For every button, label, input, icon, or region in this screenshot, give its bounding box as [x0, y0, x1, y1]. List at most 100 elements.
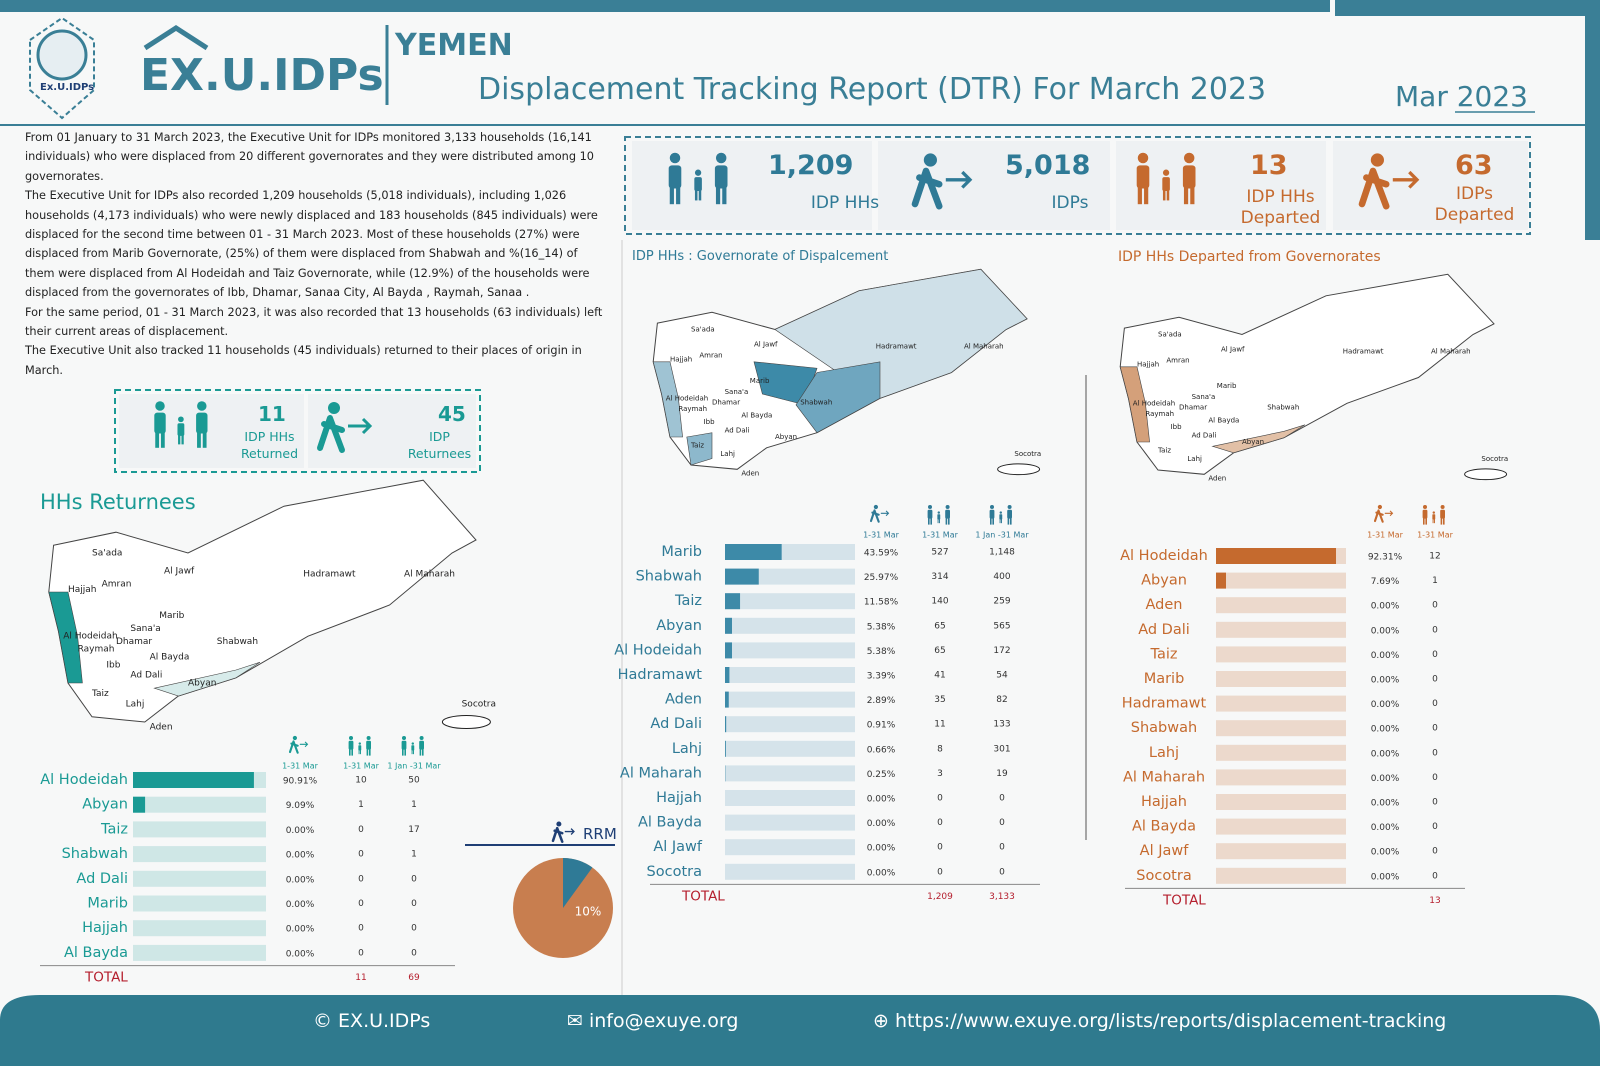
- icon: [928, 518, 930, 525]
- icon: [411, 742, 414, 745]
- returns-box: [114, 389, 481, 473]
- icon: [351, 749, 353, 756]
- section-title: HHs Returnees: [40, 490, 196, 514]
- footer-url[interactable]: ⊕ https://www.exuye.org/lists/reports/di…: [873, 1010, 1447, 1032]
- icon: [714, 165, 728, 189]
- row-label: Al Maharah: [620, 765, 702, 781]
- share-label: 0.00%: [867, 844, 896, 854]
- row-label: Abyan: [1141, 573, 1187, 589]
- bar: [133, 772, 254, 788]
- share-label: 0.00%: [1371, 602, 1400, 612]
- hh-value: 0: [358, 874, 364, 884]
- pie-slice: [563, 858, 593, 908]
- map-island: [441, 715, 491, 729]
- hh-value: 10: [355, 776, 367, 786]
- icon: [990, 518, 992, 525]
- icon: [1422, 509, 1428, 519]
- icon: [939, 519, 940, 524]
- map-label: Abyan: [188, 679, 216, 689]
- total-value: 1: [411, 800, 417, 810]
- icon: [945, 509, 950, 519]
- icon: [669, 187, 674, 205]
- row-label: Al Bayda: [1132, 819, 1196, 835]
- icon: [402, 749, 404, 756]
- bar-track: [1216, 867, 1346, 884]
- total-value: 0: [411, 924, 417, 934]
- bar: [725, 642, 732, 659]
- icon: [676, 187, 681, 205]
- share-label: 0.00%: [1371, 749, 1400, 759]
- map-region: [153, 661, 261, 697]
- share-label: 11.58%: [864, 598, 899, 608]
- kpi-label: IDP HHs Departed: [1240, 187, 1321, 228]
- icon: [419, 736, 424, 740]
- map-label: Marib: [1217, 382, 1237, 390]
- icon: [181, 435, 184, 445]
- share-label: 5.38%: [867, 647, 896, 657]
- map-label: Hadramawt: [876, 343, 917, 351]
- year: 2023: [1456, 80, 1528, 113]
- icon: [945, 518, 948, 525]
- total-label: TOTAL: [84, 970, 128, 986]
- bar-track: [133, 944, 266, 961]
- map-label: Hajjah: [68, 585, 97, 595]
- bar: [725, 667, 730, 683]
- icon: [1137, 187, 1142, 205]
- row-label: Marib: [1144, 671, 1185, 687]
- row-label: Hajjah: [1141, 794, 1187, 810]
- map-label: Al Bayda: [150, 653, 190, 663]
- row-label: Ad Dali: [76, 871, 128, 887]
- map-label: Sana'a: [1192, 393, 1216, 401]
- hh-value: 0: [358, 948, 364, 958]
- kpi-cell: [119, 394, 304, 468]
- total-value: 0: [999, 818, 1005, 828]
- bar: [725, 593, 741, 610]
- total-value: 54: [996, 671, 1008, 681]
- bar: [725, 740, 726, 757]
- map-label: Aden: [150, 723, 173, 733]
- share-label: 5.38%: [867, 622, 896, 632]
- icon: [873, 504, 879, 510]
- bar-track: [1216, 769, 1346, 786]
- share-label: 0.00%: [1371, 700, 1400, 710]
- share-label: 0.00%: [286, 949, 315, 959]
- icon: [694, 190, 698, 201]
- share-label: 2.89%: [867, 696, 896, 706]
- footer-text: info@exuye.org: [588, 1010, 739, 1032]
- logo-emblem: [36, 29, 88, 81]
- map-label: Al Jawf: [164, 567, 195, 577]
- row-label: Al Maharah: [1123, 769, 1205, 785]
- map-region: [652, 361, 683, 438]
- kpi-label: IDP Returnees: [407, 429, 472, 461]
- icon: [1440, 518, 1443, 525]
- total-value: 0: [411, 874, 417, 884]
- report-date: Mar 2023: [1395, 80, 1528, 113]
- side-bar: [1585, 0, 1600, 240]
- map-label: Sa'ada: [1158, 331, 1182, 339]
- map-island: [997, 463, 1041, 476]
- icon: [1144, 187, 1149, 205]
- hh-value: 0: [1432, 699, 1438, 709]
- bar-track: [133, 895, 266, 912]
- icon: [694, 169, 702, 176]
- icon: [348, 740, 354, 750]
- bar-track: [1216, 695, 1346, 712]
- icon: [369, 749, 371, 756]
- icon: [1162, 190, 1166, 201]
- icon: [937, 519, 939, 524]
- icon: [927, 509, 933, 519]
- icon: [1162, 169, 1170, 176]
- kpi-label: IDP HHs Returned: [240, 429, 299, 461]
- bar-track: [725, 814, 855, 831]
- pie-label: 10%: [575, 905, 602, 919]
- column-header: 1-31 Mar: [863, 531, 900, 540]
- bar-track: [725, 667, 855, 683]
- map-label: Hajjah: [670, 356, 692, 364]
- map-label: Taiz: [91, 689, 109, 699]
- map-region: [1119, 366, 1150, 443]
- icon: [1190, 187, 1195, 205]
- map-label: Shabwah: [800, 399, 832, 407]
- icon: [413, 750, 414, 755]
- footer-social: © EX.U.IDPs: [313, 1010, 431, 1032]
